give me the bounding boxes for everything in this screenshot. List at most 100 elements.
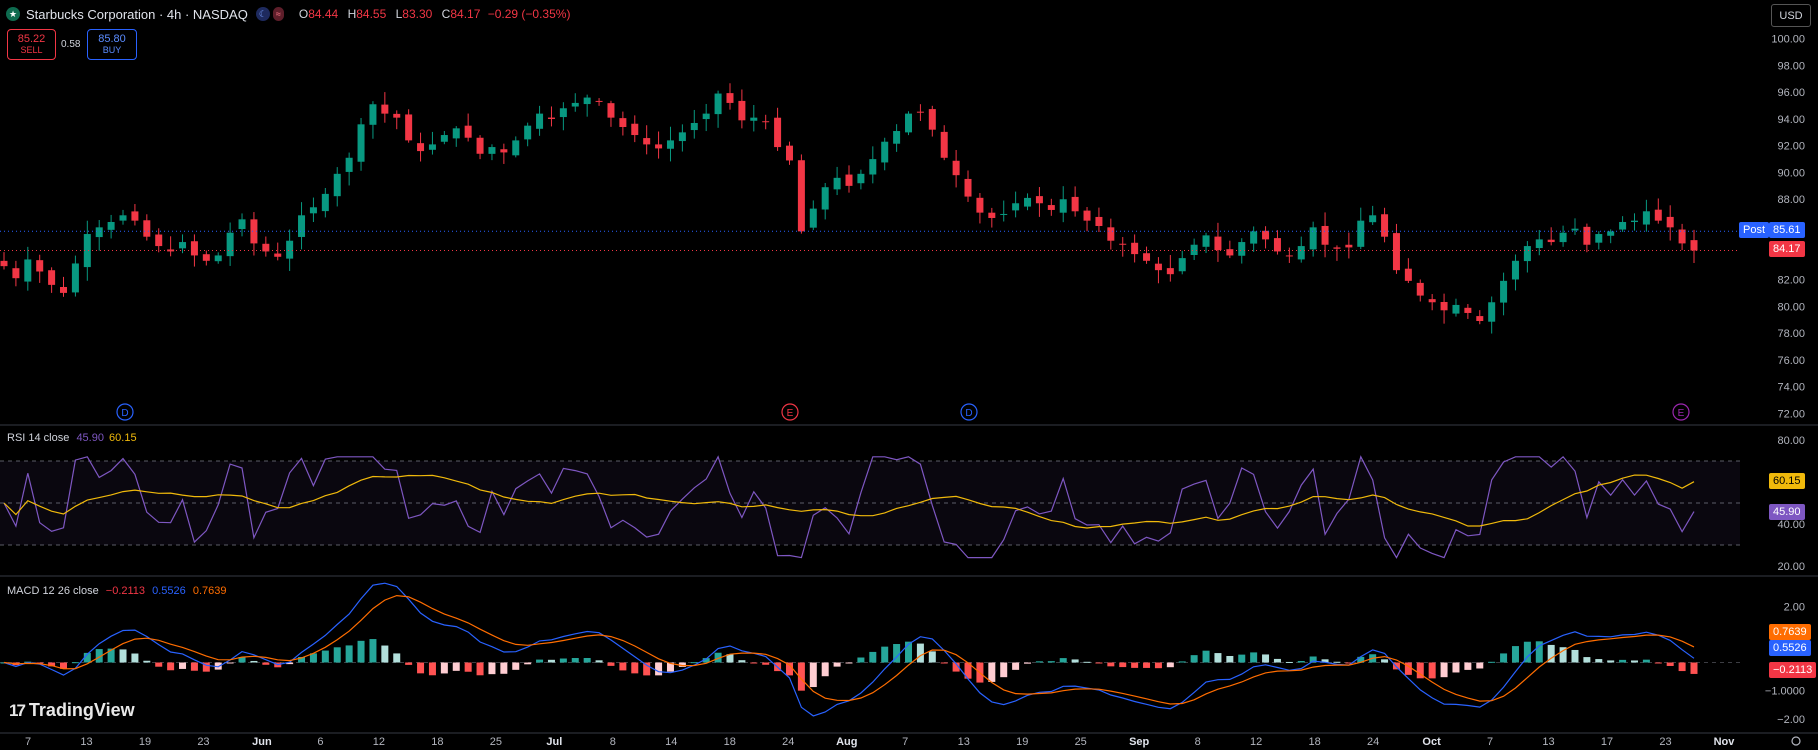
macd-hist-bar bbox=[655, 662, 663, 676]
macd-hist-bar bbox=[321, 650, 329, 663]
time-tick-label: 25 bbox=[1075, 736, 1087, 748]
macd-hist-bar bbox=[464, 662, 472, 672]
candle-body bbox=[1535, 239, 1543, 249]
time-tick-label: 13 bbox=[80, 736, 92, 748]
candle-body bbox=[155, 234, 163, 247]
macd-histogram-group bbox=[0, 639, 1698, 691]
market-closed-moon-icon[interactable]: ☾ bbox=[255, 7, 270, 21]
macd-hist-bar bbox=[1024, 662, 1032, 664]
buy-button[interactable]: 85.80 BUY bbox=[87, 29, 137, 60]
macd-hist-bar bbox=[1178, 661, 1186, 663]
post-price-label: 85.61 bbox=[1769, 222, 1805, 238]
macd-hist-bar bbox=[1630, 660, 1638, 663]
macd-signal-line bbox=[3, 594, 1695, 705]
candle-body bbox=[202, 254, 210, 261]
macd-hist-bar bbox=[190, 662, 198, 671]
time-tick-label: 7 bbox=[902, 736, 908, 748]
candle-body bbox=[369, 104, 377, 125]
symbol-title[interactable]: Starbucks Corporation · 4h · NASDAQ bbox=[26, 6, 248, 22]
macd-hist-bar bbox=[202, 662, 210, 672]
macd-hist-bar bbox=[417, 662, 425, 674]
candle-body bbox=[107, 221, 115, 230]
candle-body bbox=[1095, 216, 1103, 227]
rsi-label: 45.90 bbox=[1769, 504, 1805, 520]
candle-body bbox=[1131, 242, 1139, 255]
time-tick-label: Sep bbox=[1129, 736, 1149, 748]
macd-legend[interactable]: MACD 12 26 close −0.2113 0.5526 0.7639 bbox=[7, 585, 226, 597]
rsi-ma-line bbox=[3, 474, 1695, 529]
time-tick-label: 17 bbox=[1601, 736, 1613, 748]
macd-hist-bar bbox=[1607, 660, 1615, 663]
macd-hist-bar bbox=[988, 662, 996, 682]
candle-body bbox=[143, 220, 151, 237]
macd-hist-bar bbox=[1119, 662, 1127, 668]
time-tick-label: 14 bbox=[665, 736, 677, 748]
candle-body bbox=[357, 124, 365, 162]
macd-hist-bar bbox=[131, 653, 139, 663]
macd-hist-bar bbox=[1321, 659, 1329, 663]
time-tick-label: 6 bbox=[317, 736, 323, 748]
macd-hist-bar bbox=[1559, 647, 1567, 663]
post-market-icon[interactable]: ≈ bbox=[272, 7, 284, 21]
candle-body bbox=[1321, 225, 1329, 245]
currency-selector[interactable]: USD bbox=[1771, 4, 1811, 27]
macd-hist-bar bbox=[1273, 658, 1281, 663]
candle-body bbox=[1381, 214, 1389, 237]
buy-price: 85.80 bbox=[98, 32, 126, 45]
dividend-marker-label: D bbox=[965, 408, 972, 419]
macd-hist-bar bbox=[785, 662, 793, 676]
sell-button[interactable]: 85.22 SELL bbox=[7, 29, 56, 60]
time-tick-label: 19 bbox=[1016, 736, 1028, 748]
candle-body bbox=[940, 131, 948, 158]
macd-hist-bar bbox=[524, 662, 532, 665]
candle-body bbox=[405, 114, 413, 141]
macd-hist-bar bbox=[1619, 659, 1627, 663]
macd-hist-bar bbox=[1666, 662, 1674, 666]
earnings-marker-icon: E bbox=[1672, 403, 1690, 421]
candle-body bbox=[1190, 244, 1198, 255]
macd-hist-bar bbox=[1523, 641, 1531, 663]
macd-hist-bar bbox=[964, 662, 972, 679]
macd-hist-bar bbox=[1190, 655, 1198, 663]
candle-body bbox=[1547, 239, 1555, 243]
candle-body bbox=[417, 143, 425, 152]
candle-body bbox=[1226, 249, 1234, 256]
rsi-legend[interactable]: RSI 14 close 45.90 60.15 bbox=[7, 432, 137, 444]
candle-body bbox=[869, 159, 877, 175]
candle-body bbox=[274, 253, 282, 257]
gear-icon[interactable] bbox=[1791, 736, 1801, 746]
macd-hist-bar bbox=[619, 662, 627, 671]
candle-body bbox=[1440, 302, 1448, 311]
candle-body bbox=[12, 268, 20, 279]
candle-body bbox=[785, 145, 793, 161]
candle-body bbox=[1071, 196, 1079, 212]
candle-body bbox=[1690, 240, 1698, 251]
candle-body bbox=[571, 102, 579, 107]
candle-body bbox=[452, 128, 460, 139]
high-value: 84.55 bbox=[356, 7, 387, 21]
macd-hist-bar bbox=[1440, 662, 1448, 678]
macd-hist-bar bbox=[1583, 657, 1591, 663]
macd-hist-bar bbox=[833, 662, 841, 667]
candle-body bbox=[714, 93, 722, 115]
macd-hist-bar bbox=[1535, 641, 1543, 663]
macd-legend-hist: −0.2113 bbox=[105, 585, 146, 597]
candle-body bbox=[1559, 232, 1567, 243]
candle-body bbox=[1059, 199, 1067, 213]
tradingview-watermark[interactable]: 17 TradingView bbox=[9, 700, 135, 721]
macd-hist-bar bbox=[738, 660, 746, 663]
candle-body bbox=[1119, 243, 1127, 245]
price-tick-label: 94.00 bbox=[1777, 114, 1805, 126]
candle-body bbox=[881, 141, 889, 163]
price-tick-label: 98.00 bbox=[1777, 60, 1805, 72]
candle-body bbox=[1500, 280, 1508, 303]
macd-hist-bar bbox=[571, 658, 579, 663]
candle-body bbox=[1523, 246, 1531, 262]
candle-body bbox=[250, 219, 258, 244]
macd-hist-bar bbox=[1000, 662, 1008, 678]
candle-body bbox=[1297, 246, 1305, 260]
macd-hist-bar bbox=[1416, 662, 1424, 679]
candle-body bbox=[286, 240, 294, 259]
candle-body bbox=[1166, 268, 1174, 275]
